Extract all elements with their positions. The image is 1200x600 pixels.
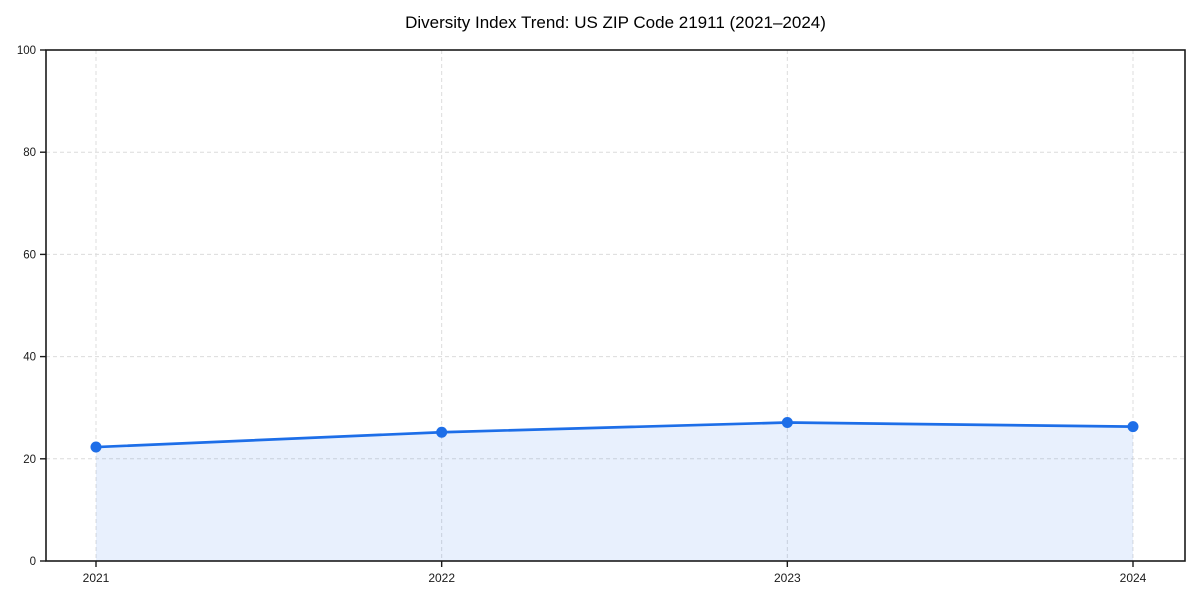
plot-border — [45, 49, 1186, 562]
data-point — [1127, 421, 1139, 433]
data-point — [90, 441, 102, 453]
y-tick-label: 40 — [23, 352, 36, 364]
area-fill — [96, 422, 1133, 561]
data-point — [436, 426, 448, 438]
x-tick-label: 2022 — [428, 571, 455, 585]
y-tick-label: 80 — [23, 147, 36, 159]
y-tick-label: 60 — [23, 249, 36, 261]
y-tick-label: 100 — [17, 45, 36, 57]
x-tick-label: 2021 — [83, 571, 110, 585]
x-tick-label: 2024 — [1120, 571, 1147, 585]
data-point — [781, 417, 793, 429]
x-tick-label: 2023 — [774, 571, 801, 585]
chart-title: Diversity Index Trend: US ZIP Code 21911… — [405, 13, 826, 32]
data-line — [94, 421, 1135, 449]
y-tick-label: 0 — [30, 556, 36, 568]
y-tick-label: 20 — [23, 454, 36, 466]
